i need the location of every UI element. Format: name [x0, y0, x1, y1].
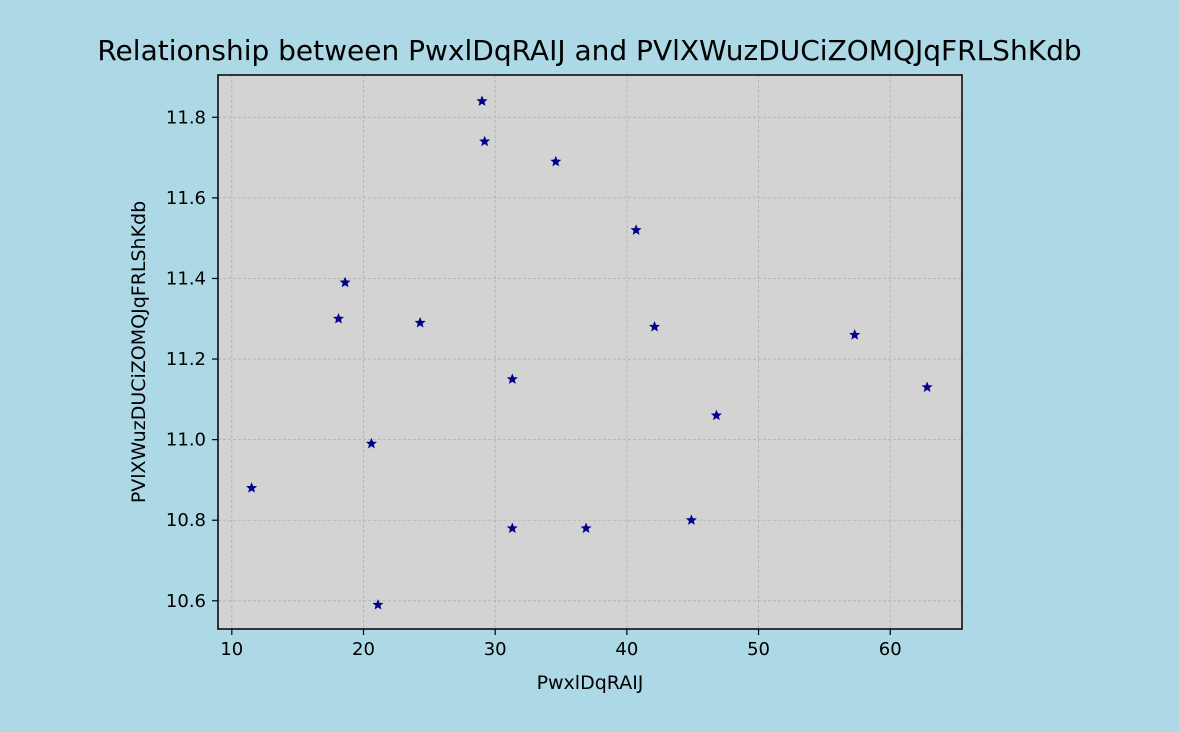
data-point	[332, 312, 345, 324]
x-tick-label: 30	[484, 639, 507, 660]
x-tick-label: 40	[615, 639, 638, 660]
data-point	[580, 522, 592, 533]
y-tick-label: 10.6	[166, 591, 206, 612]
y-tick-label: 11.8	[166, 107, 206, 128]
data-point	[630, 224, 642, 235]
y-axis-label: PVlXWuzDUCiZOMQJqFRLShKdb	[128, 201, 150, 503]
y-tick-label: 11.6	[166, 188, 206, 209]
data-point	[649, 321, 661, 332]
y-tick-label: 11.2	[166, 349, 206, 370]
data-point	[685, 514, 697, 525]
x-axis-label: PwxlDqRAIJ	[537, 672, 644, 694]
chart-title: Relationship between PwxlDqRAIJ and PVlX…	[97, 34, 1082, 67]
data-point	[710, 409, 722, 421]
data-point	[372, 599, 384, 610]
data-point	[479, 135, 491, 147]
grid-lines	[218, 75, 962, 629]
x-tick-label: 50	[747, 639, 770, 660]
plot-area	[218, 75, 962, 629]
data-point	[365, 437, 377, 449]
data-point	[414, 316, 426, 328]
x-tick-label: 10	[220, 639, 243, 660]
y-tick-label: 10.8	[166, 510, 206, 531]
data-point	[550, 155, 562, 167]
data-point	[476, 95, 488, 106]
data-point	[339, 276, 351, 288]
plot-frame	[217, 74, 963, 630]
data-point	[506, 373, 518, 384]
axis-ticks: 10 20 30 40 50 60 10.6 10.8 11.0 11.2 11.4 11.6 11.8	[166, 107, 902, 660]
y-tick-label: 11.0	[166, 430, 206, 451]
data-point	[506, 522, 518, 533]
data-point	[849, 329, 861, 340]
data-point	[921, 381, 933, 392]
data-point	[246, 482, 258, 493]
y-tick-label: 11.4	[166, 268, 206, 289]
x-tick-label: 20	[352, 639, 375, 660]
x-tick-label: 60	[879, 639, 902, 660]
data-points	[246, 95, 933, 610]
